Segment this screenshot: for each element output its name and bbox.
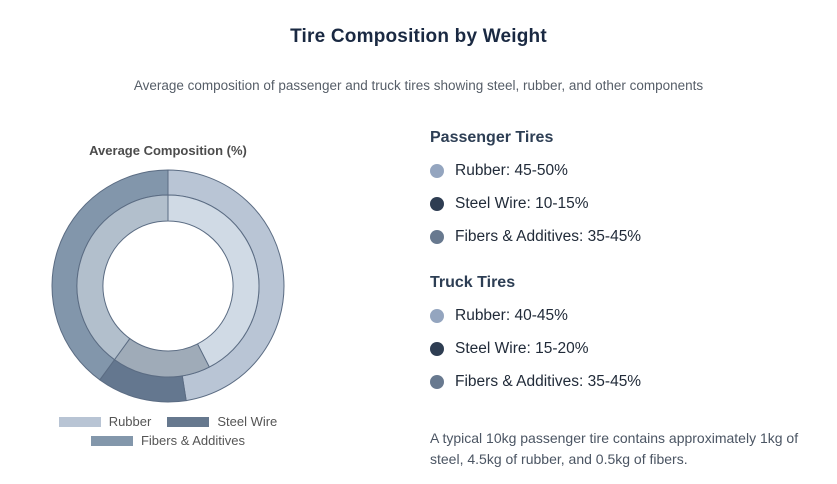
bullet-dot [430,196,444,211]
content: Average Composition (%) Rubber Steel Wir… [0,126,837,470]
section-heading-passenger: Passenger Tires [430,129,554,146]
section-truck-tires: Truck Tires Rubber: 40-45% Steel Wire: 1… [430,271,830,398]
bullet-dot [430,341,444,356]
passenger-item-list: Rubber: 45-50% Steel Wire: 10-15% Fibers… [430,154,830,253]
inner-ring-segment-rubber[interactable] [167,194,260,368]
footnote: A typical 10kg passenger tire contains a… [430,430,799,467]
legend-swatch [58,416,101,427]
list-item: Rubber: 45-50% [430,154,830,187]
legend-label: Steel Wire [217,414,278,429]
chart-title: Average Composition (%) [89,143,247,158]
legend-item-rubber[interactable]: Rubber [58,414,152,429]
legend-swatch [90,435,133,446]
legend-label: Rubber [108,414,152,429]
bullet-dot [430,374,444,389]
legend-item-fibers-additives[interactable]: Fibers & Additives [90,433,246,448]
legend-label: Fibers & Additives [140,433,246,448]
list-item-label: Fibers & Additives: 35-45% [455,372,642,390]
list-item-label: Fibers & Additives: 35-45% [455,227,642,245]
truck-item-list: Rubber: 40-45% Steel Wire: 15-20% Fibers… [430,299,830,398]
list-item: Steel Wire: 10-15% [430,187,830,220]
list-item-label: Rubber: 45-50% [455,161,568,179]
donut-chart [50,168,286,404]
list-item: Steel Wire: 15-20% [430,332,830,365]
list-item-label: Steel Wire: 15-20% [455,339,589,357]
legend-row: Rubber Steel Wire [58,414,277,429]
legend-swatch [167,416,210,427]
list-item: Fibers & Additives: 35-45% [430,365,830,398]
legend-row: Fibers & Additives [90,433,246,448]
inner-ring-segment-fibers-additives[interactable] [76,194,169,361]
bullet-dot [430,163,444,178]
bullet-dot [430,229,444,244]
legend-item-steel-wire[interactable]: Steel Wire [167,414,277,429]
bullet-dot [430,308,444,323]
chart-panel: Average Composition (%) Rubber Steel Wir… [0,126,336,448]
info-panel: Passenger Tires Rubber: 45-50% Steel Wir… [430,126,830,470]
page-title: Tire Composition by Weight [290,26,547,47]
donut-chart-svg [51,169,285,403]
section-heading-truck: Truck Tires [430,274,516,291]
section-passenger-tires: Passenger Tires Rubber: 45-50% Steel Wir… [430,126,830,253]
list-item: Rubber: 40-45% [430,299,830,332]
list-item: Fibers & Additives: 35-45% [430,220,830,253]
list-item-label: Rubber: 40-45% [455,306,568,324]
page-subtitle: Average composition of passenger and tru… [133,78,704,93]
list-item-label: Steel Wire: 10-15% [455,194,589,212]
chart-legend: Rubber Steel Wire Fibers & Additives [58,410,277,448]
